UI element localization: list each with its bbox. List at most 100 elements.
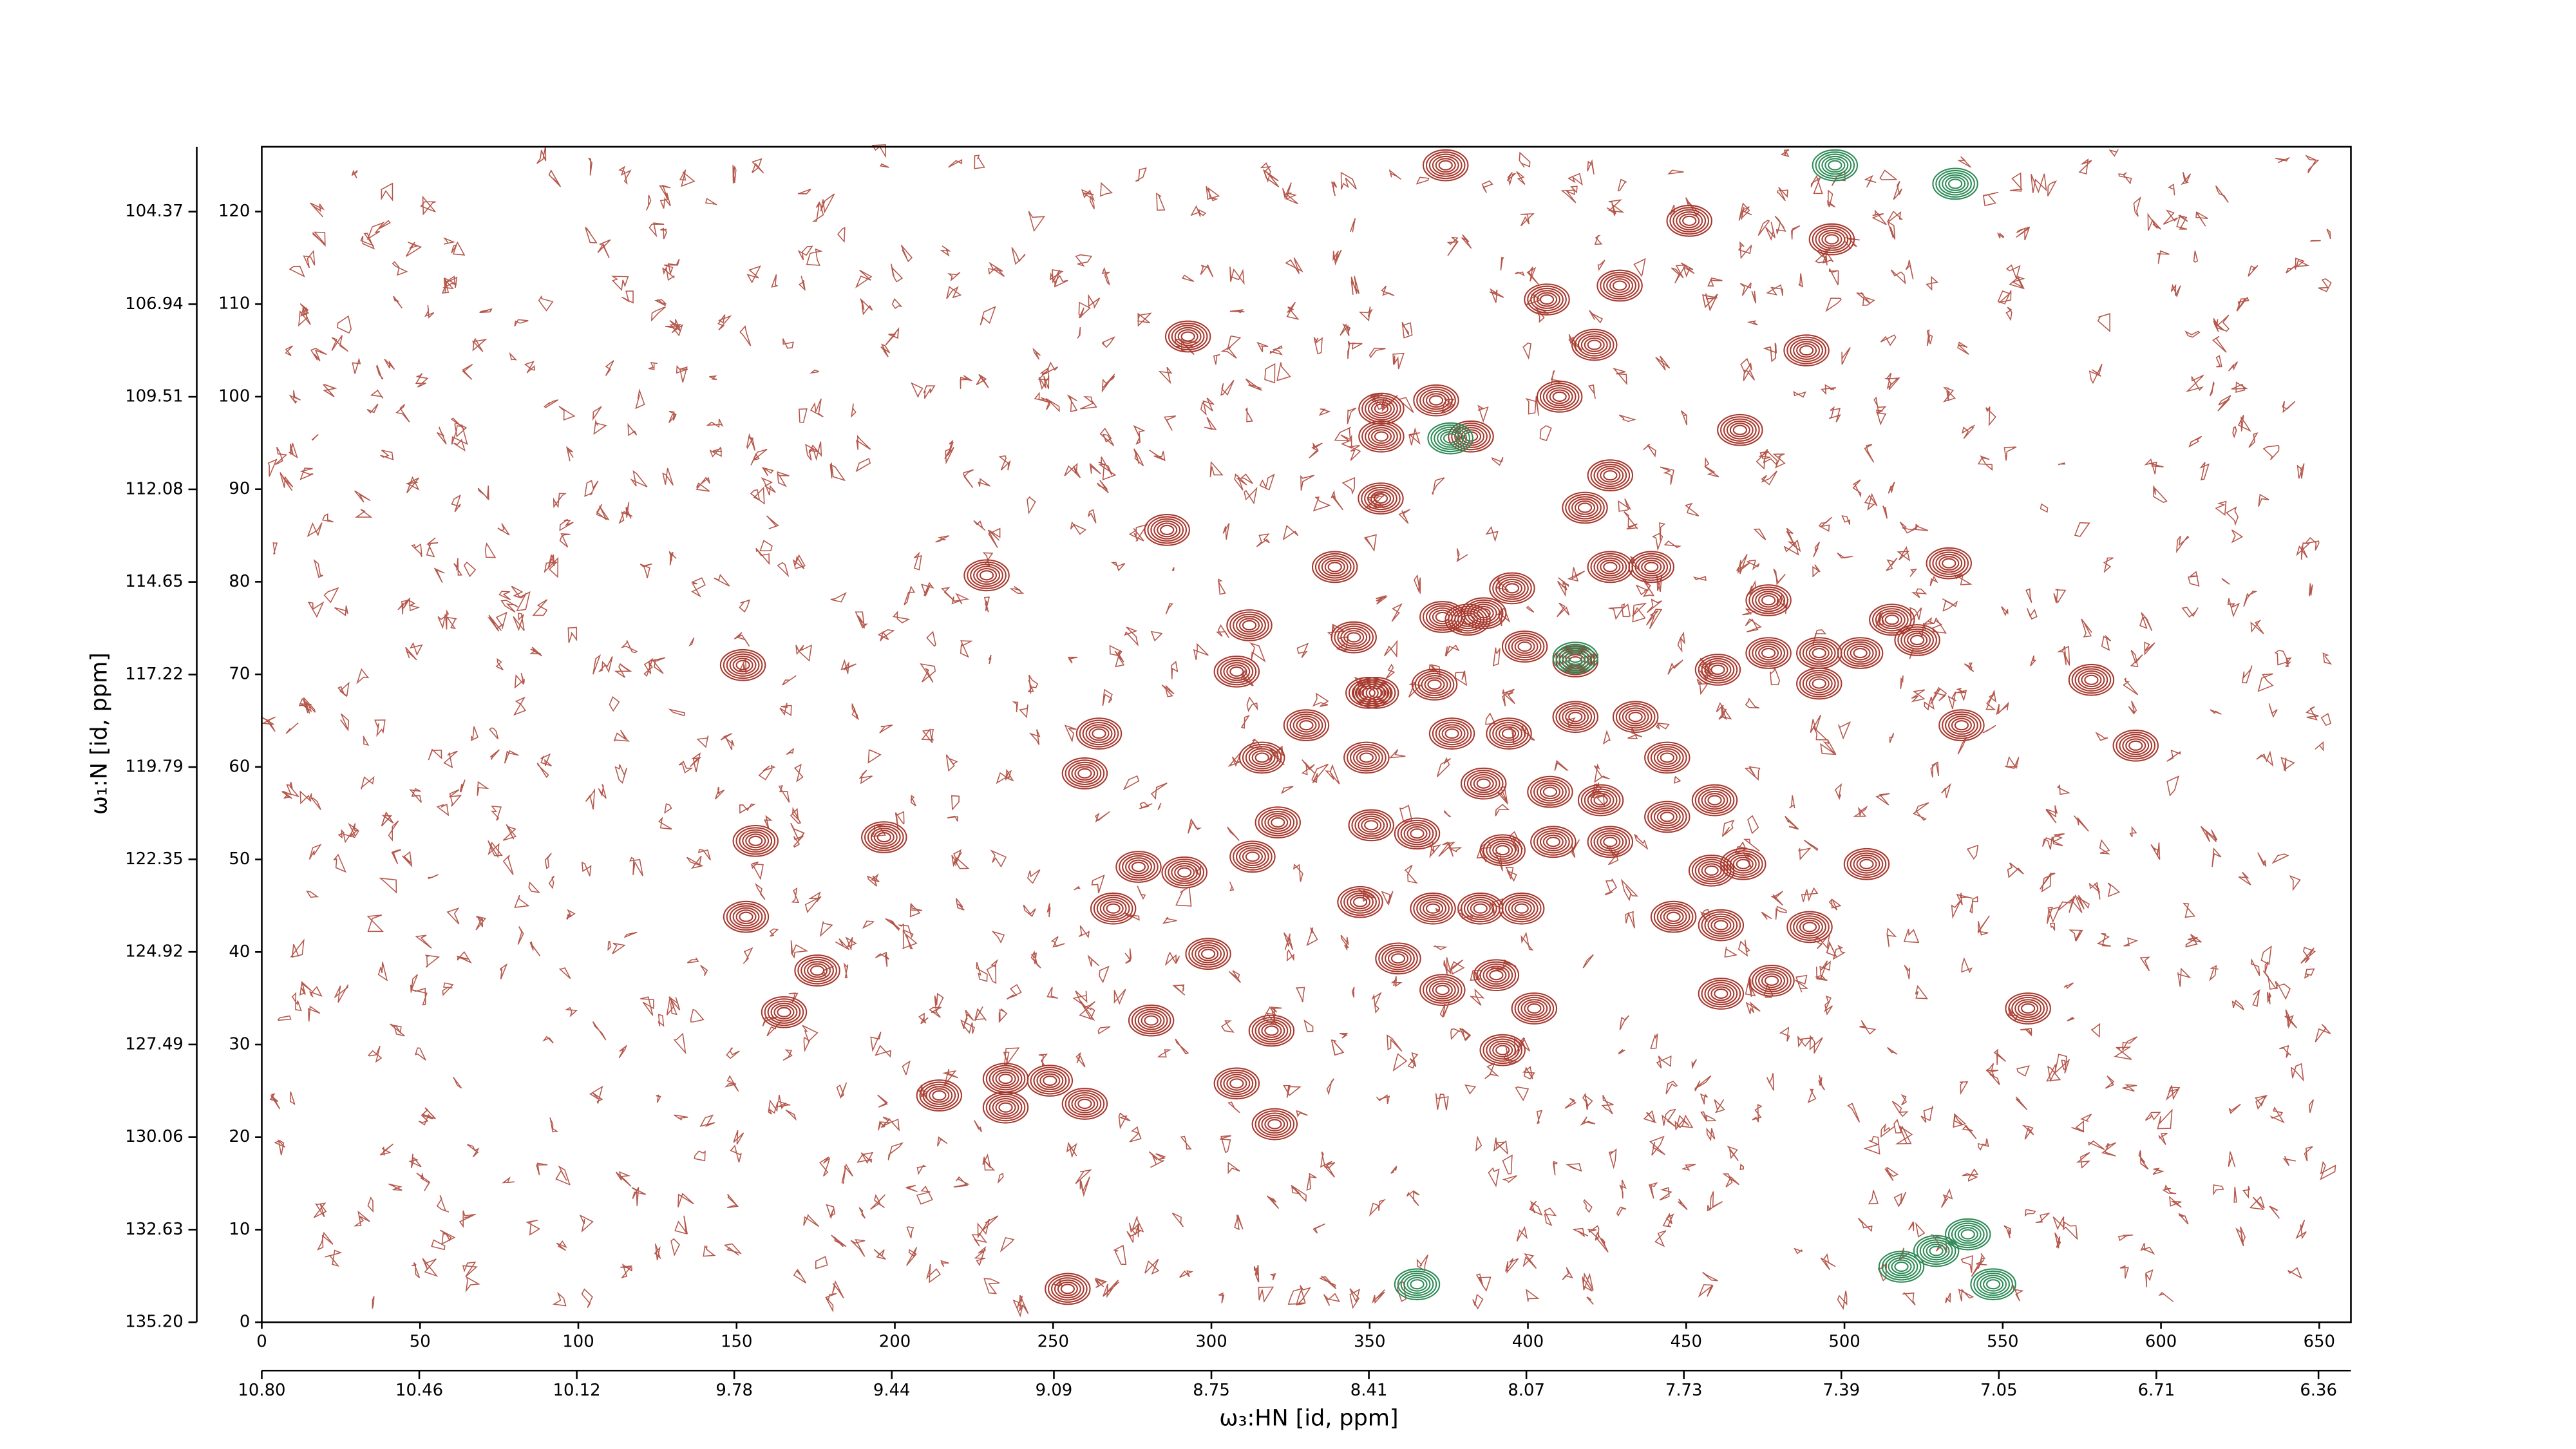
noise-contour — [2047, 180, 2057, 196]
noise-contour — [2133, 196, 2141, 217]
noise-contour — [1023, 904, 1036, 917]
contour-level — [1815, 151, 1855, 180]
peak — [916, 1079, 963, 1112]
contour-level — [1846, 850, 1887, 878]
noise-contour — [703, 1244, 716, 1257]
contour-level — [1938, 172, 1972, 196]
noise-contour — [2144, 641, 2155, 656]
noise-contour — [1966, 844, 1979, 860]
noise-contour — [1650, 1033, 1658, 1049]
contour-level — [1448, 420, 1494, 453]
peak — [719, 649, 766, 681]
contour-level — [1584, 788, 1618, 812]
noise-contour — [1959, 1081, 1969, 1095]
contour-level — [1492, 721, 1526, 746]
contour-level — [732, 658, 753, 673]
noise-contour — [1893, 1191, 1907, 1208]
noise-contour — [1931, 617, 1947, 634]
contour-level — [1226, 664, 1247, 679]
contour-level — [1092, 728, 1106, 739]
noise-contour — [877, 629, 895, 641]
noise-contour — [1435, 1093, 1449, 1110]
peak — [1375, 942, 1421, 975]
contour-level — [1701, 658, 1735, 682]
noise-contour — [1758, 451, 1771, 460]
noise-contour — [880, 163, 889, 168]
noise-contour — [1444, 810, 1452, 818]
contour-level — [1653, 748, 1681, 768]
noise-contour — [1655, 355, 1671, 371]
noise-contour — [1822, 249, 1834, 266]
noise-contour — [1864, 444, 1875, 463]
noise-contour — [802, 1025, 819, 1043]
peak — [1650, 900, 1697, 933]
contour-level — [1900, 628, 1934, 652]
noise-contour — [911, 382, 923, 399]
noise-contour — [1900, 675, 1904, 690]
noise-contour — [1702, 293, 1718, 312]
noise-contour — [1618, 1049, 1625, 1055]
contour-level — [729, 655, 757, 675]
noise-contour — [1819, 516, 1832, 532]
contour-level — [1403, 824, 1431, 844]
noise-contour — [696, 477, 710, 492]
noise-contour — [2016, 1065, 2030, 1077]
noise-contour — [1631, 602, 1647, 623]
noise-contour — [1962, 1168, 1979, 1182]
noise-contour — [782, 675, 797, 686]
noise-contour — [1256, 341, 1269, 352]
noise-contour — [974, 1245, 987, 1267]
noise-contour — [428, 874, 439, 880]
contour-level — [1255, 806, 1301, 838]
contour-level — [2128, 740, 2143, 751]
noise-contour — [1331, 1039, 1345, 1056]
peak — [1808, 223, 1855, 256]
noise-contour — [1895, 1125, 1913, 1144]
noise-contour — [2248, 432, 2259, 448]
noise-contour — [1054, 274, 1068, 288]
noise-contour — [1383, 639, 1398, 658]
noise-contour — [536, 762, 549, 779]
contour-level — [1365, 424, 1398, 448]
noise-contour — [982, 1153, 996, 1171]
contour-level — [767, 1000, 801, 1024]
contour-level — [1828, 160, 1842, 171]
noise-contour — [477, 781, 489, 796]
contour-level — [1489, 840, 1517, 860]
peak — [1238, 741, 1285, 774]
noise-contour — [2088, 1140, 2105, 1150]
peak — [1745, 637, 1792, 669]
contour-level — [735, 827, 776, 855]
peak — [1562, 491, 1608, 524]
noise-contour — [558, 967, 571, 980]
contour-level — [1233, 613, 1266, 638]
noise-contour — [1234, 473, 1247, 491]
peak-layer — [719, 149, 2159, 1305]
noise-contour — [351, 169, 358, 178]
noise-contour — [1438, 841, 1456, 857]
noise-contour — [1721, 819, 1735, 837]
noise-contour — [819, 1156, 831, 1177]
noise-contour — [1311, 763, 1329, 784]
noise-contour — [1401, 321, 1413, 339]
noise-contour — [1915, 985, 1928, 999]
noise-contour — [1376, 1094, 1390, 1104]
contour-level — [735, 909, 757, 925]
noise-contour — [1516, 1226, 1528, 1242]
contour-level — [1090, 892, 1137, 925]
contour-level — [1603, 562, 1618, 573]
contour-level — [1466, 601, 1501, 625]
noise-contour — [758, 764, 776, 781]
noise-contour — [1505, 866, 1517, 882]
contour-level — [1071, 764, 1099, 783]
noise-contour — [495, 658, 504, 670]
noise-contour — [2157, 1108, 2173, 1130]
contour-level — [742, 831, 770, 851]
noise-contour — [1139, 801, 1153, 810]
noise-contour — [446, 616, 457, 630]
noise-contour — [1306, 1173, 1317, 1191]
contour-level — [1345, 677, 1392, 709]
contour-level — [1428, 980, 1456, 999]
noise-contour — [2211, 847, 2222, 867]
noise-contour — [1589, 782, 1602, 799]
